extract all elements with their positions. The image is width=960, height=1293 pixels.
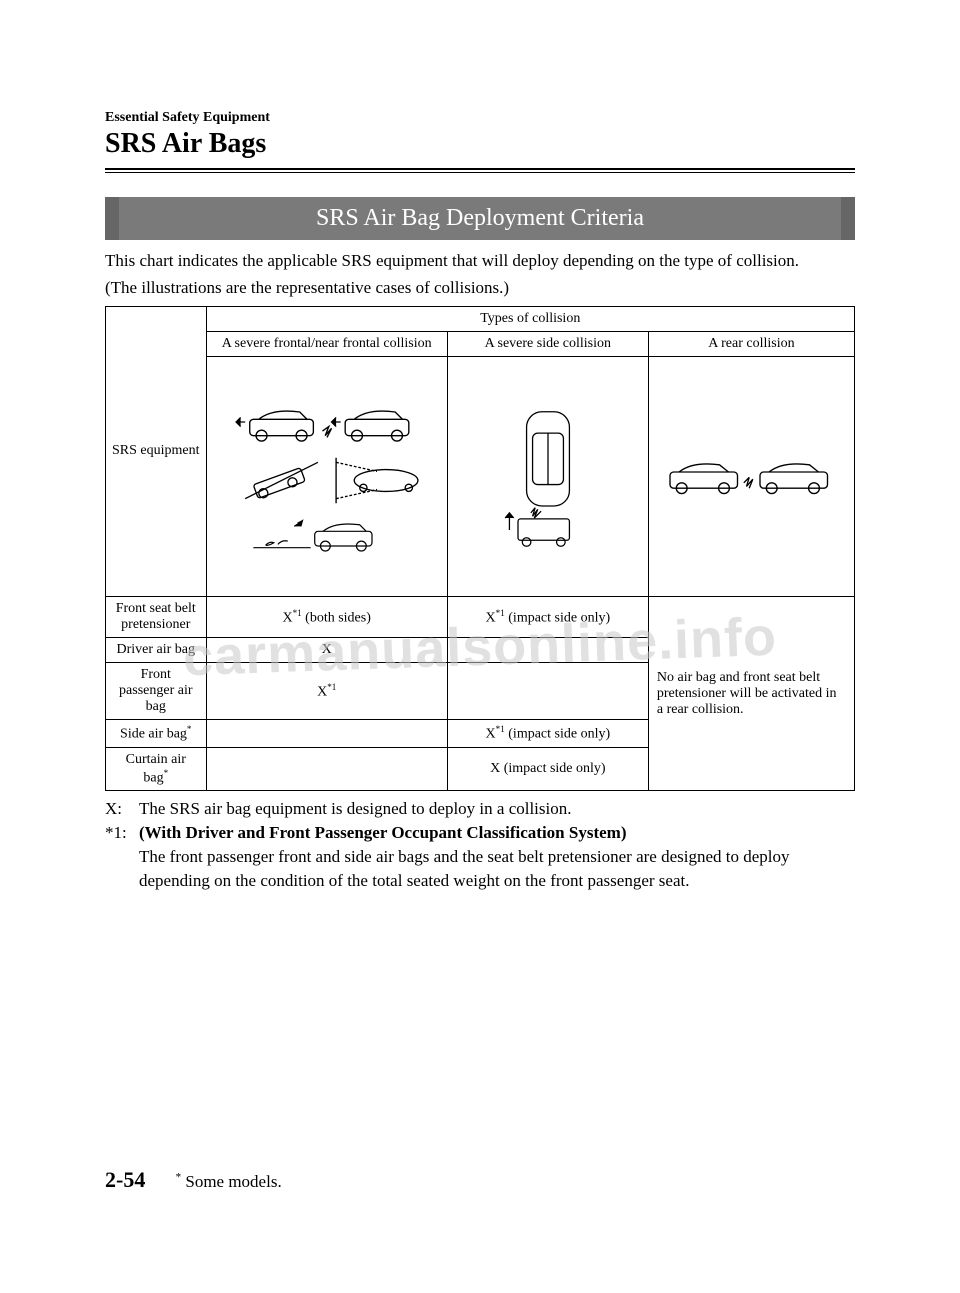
rear-collision-illustration [655, 361, 848, 592]
cell-curtain-airbag-side: X (impact side only) [447, 747, 648, 791]
cell-front-pass-label: Front passenger air bag [106, 662, 207, 719]
cell-pretensioner-side: X*1 (impact side only) [447, 596, 648, 637]
note-1-text: The front passenger front and side air b… [139, 847, 790, 890]
cell-side-airbag-side: X*1 (impact side only) [447, 719, 648, 747]
page-footer: 2-54 * Some models. [105, 1167, 282, 1193]
side-collision-icon [488, 401, 608, 551]
some-models-marker: * [176, 1171, 182, 1183]
cell-srs-equipment-label: SRS equipment [106, 306, 207, 596]
cell-driver-airbag-frontal: X [206, 637, 447, 662]
frontal-collision-icon-3 [237, 516, 417, 554]
notes-section: X: The SRS air bag equipment is designed… [105, 797, 855, 892]
cell-driver-airbag-side [447, 637, 648, 662]
cell-col-rear: A rear collision [648, 331, 854, 356]
cell-driver-airbag-label: Driver air bag [106, 637, 207, 662]
rear-collision-icon [661, 454, 841, 499]
cell-front-pass-frontal: X*1 [206, 662, 447, 719]
cell-curtain-airbag-frontal [206, 747, 447, 791]
note-1-body: (With Driver and Front Passenger Occupan… [139, 821, 855, 892]
section-title: SRS Air Bags [105, 128, 855, 160]
cell-curtain-airbag-label: Curtain air bag* [106, 747, 207, 791]
banner-title: SRS Air Bag Deployment Criteria [105, 197, 855, 240]
cell-col-side: A severe side collision [447, 331, 648, 356]
cell-side-airbag-frontal [206, 719, 447, 747]
title-rule [105, 168, 855, 173]
intro-paragraph-2: (The illustrations are the representativ… [105, 277, 855, 300]
breadcrumb: Essential Safety Equipment [105, 110, 855, 126]
cell-types-header: Types of collision [206, 306, 854, 331]
cell-illust-rear [648, 356, 854, 596]
frontal-collision-icon-2 [227, 453, 427, 508]
note-x-text: The SRS air bag equipment is designed to… [139, 797, 855, 821]
note-x-label: X: [105, 797, 139, 821]
table-row-types-header: SRS equipment Types of collision [106, 306, 855, 331]
intro-paragraph-1: This chart indicates the applicable SRS … [105, 250, 855, 273]
cell-side-airbag-label: Side air bag* [106, 719, 207, 747]
some-models-text: Some models. [185, 1172, 281, 1191]
page-number: 2-54 [105, 1167, 145, 1192]
side-collision-illustration [454, 361, 642, 592]
frontal-collision-illustration [213, 361, 441, 592]
note-x: X: The SRS air bag equipment is designed… [105, 797, 855, 821]
cell-illust-side [447, 356, 648, 596]
table-row-collision-headers: A severe frontal/near frontal collision … [106, 331, 855, 356]
table-row: Front seat belt pretensioner X*1 (both s… [106, 596, 855, 637]
note-1: *1: (With Driver and Front Passenger Occ… [105, 821, 855, 892]
note-1-title: (With Driver and Front Passenger Occupan… [139, 823, 626, 842]
frontal-collision-icon-1 [227, 399, 427, 445]
note-1-label: *1: [105, 821, 139, 892]
cell-col-frontal: A severe frontal/near frontal collision [206, 331, 447, 356]
cell-front-pass-side [447, 662, 648, 719]
cell-pretensioner-frontal: X*1 (both sides) [206, 596, 447, 637]
cell-pretensioner-label: Front seat belt pretensioner [106, 596, 207, 637]
cell-rear-note: No air bag and front seat belt pretensio… [648, 596, 854, 790]
deployment-table: SRS equipment Types of collision A sever… [105, 306, 855, 791]
table-row-illustrations [106, 356, 855, 596]
cell-illust-frontal [206, 356, 447, 596]
